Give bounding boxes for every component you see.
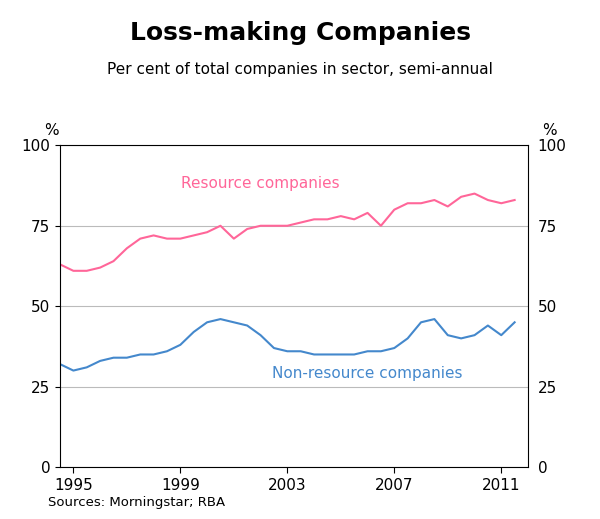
Text: Non-resource companies: Non-resource companies bbox=[272, 366, 463, 381]
Text: %: % bbox=[44, 122, 58, 138]
Text: Sources: Morningstar; RBA: Sources: Morningstar; RBA bbox=[48, 496, 225, 509]
Text: Loss-making Companies: Loss-making Companies bbox=[130, 21, 470, 45]
Text: Resource companies: Resource companies bbox=[181, 176, 340, 192]
Text: %: % bbox=[542, 122, 556, 138]
Text: Per cent of total companies in sector, semi-annual: Per cent of total companies in sector, s… bbox=[107, 62, 493, 77]
